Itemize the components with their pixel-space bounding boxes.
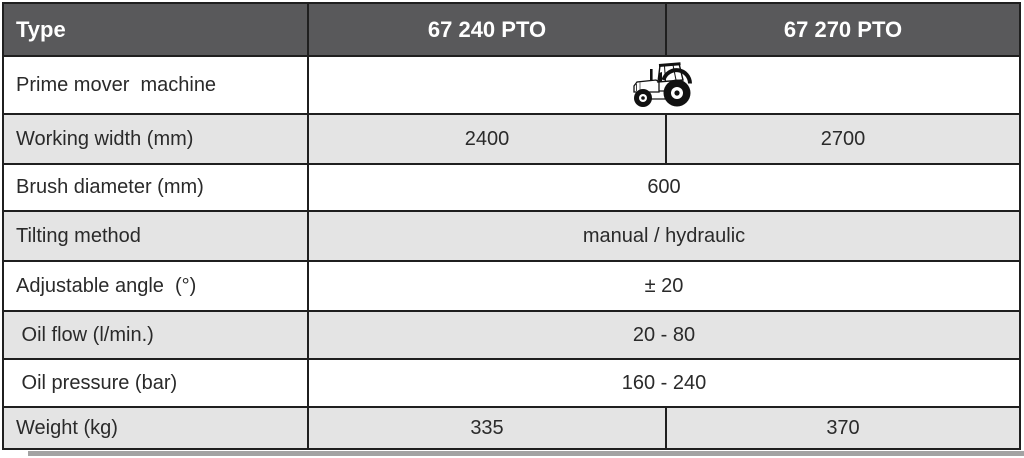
value-working-width-model1: 2400 [309,115,665,163]
value-working-width-model2: 2700 [667,115,1019,163]
row-label-working-width: Working width (mm) [4,115,307,163]
value-weight-model1: 335 [309,408,665,448]
row-label-oil-flow: Oil flow (l/min.) [4,312,307,358]
header-model-67-240-pto: 67 240 PTO [309,4,665,55]
tractor-icon [633,62,692,107]
row-label-adjustable-angle: Adjustable angle (°) [4,262,307,310]
spec-table: Type 67 240 PTO 67 270 PTO Prime mover m… [2,2,1021,450]
table-drop-shadow [28,451,1024,456]
row-label-brush-diameter: Brush diameter (mm) [4,165,307,210]
row-label-oil-pressure: Oil pressure (bar) [4,360,307,406]
value-prime-mover-machine [309,57,1019,113]
header-type-cell: Type [4,4,307,55]
row-label-weight: Weight (kg) [4,408,307,448]
row-label-prime-mover-machine: Prime mover machine [4,57,307,113]
value-weight-model2: 370 [667,408,1019,448]
value-brush-diameter: 600 [309,165,1019,210]
value-tilting-method: manual / hydraulic [309,212,1019,260]
row-label-tilting-method: Tilting method [4,212,307,260]
value-oil-pressure: 160 - 240 [309,360,1019,406]
value-adjustable-angle: ± 20 [309,262,1019,310]
header-model-67-270-pto: 67 270 PTO [667,4,1019,55]
value-oil-flow: 20 - 80 [309,312,1019,358]
